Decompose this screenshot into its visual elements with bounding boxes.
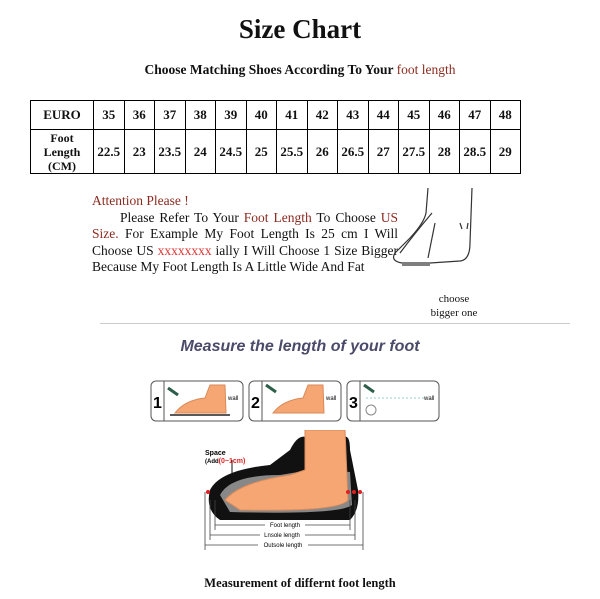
note-highlight: US Size. — [92, 209, 398, 242]
measure-step-1: 1 wall — [150, 380, 244, 422]
note-line: bigger one — [430, 307, 478, 319]
foot-length-cell: 27 — [367, 129, 399, 174]
euro-size-cell: 44 — [367, 100, 399, 130]
add-value: (0~1cm) — [219, 458, 246, 465]
foot-length-cell: 24 — [184, 129, 216, 174]
euro-size-cell: 37 — [154, 100, 186, 130]
foot-length-cell: 25 — [245, 129, 277, 174]
foot-length-cell: 27.5 — [398, 129, 430, 174]
subtitle-highlight: foot length — [396, 62, 456, 77]
euro-size-cell: 39 — [215, 100, 247, 130]
page-title: Size Chart — [238, 14, 362, 44]
measure-step-2: 2 wall — [248, 380, 342, 422]
foot-length-row: Foot Length (CM) 22.5 23 23.5 24 24.5 25 25.5 26 26… — [30, 129, 521, 174]
foot-length-cell: 28 — [428, 129, 460, 174]
note-highlight: Foot Length — [243, 209, 312, 225]
note-redacted: xxxxxxxx — [157, 242, 212, 258]
foot-length-cell: 26.5 — [337, 129, 369, 174]
note-text: ially I Will Choose 1 Size Bigger Becaus… — [92, 242, 398, 275]
foot-length-label: Foot length — [270, 523, 300, 529]
space-label: Space — [205, 450, 226, 457]
header-line: (CM) — [48, 158, 76, 173]
foot-sketch-icon — [392, 187, 473, 266]
caption: Measurement of differnt foot length — [204, 576, 396, 590]
note-line: choose — [438, 293, 470, 305]
svg-text:(Add(0~1cm): (Add(0~1cm) — [205, 458, 245, 465]
foot-length-cell: 28.5 — [459, 129, 491, 174]
foot-length-cell: 23 — [123, 129, 155, 174]
subtitle: Choose Matching Shoes According To Your … — [0, 62, 600, 78]
note-text: To Choose — [311, 209, 381, 225]
euro-size-cell: 48 — [489, 100, 521, 130]
step-number: 3 — [349, 395, 358, 412]
step-number: 1 — [153, 395, 162, 412]
header-line: Foot — [50, 130, 74, 145]
measure-step-3: 3 wall — [346, 380, 440, 422]
foot-length-cell: 26 — [306, 129, 338, 174]
choose-bigger-note: choose bigger one — [424, 292, 484, 320]
step-number: 2 — [251, 395, 260, 412]
euro-header: EURO — [30, 100, 94, 130]
euro-size-cell: 41 — [276, 100, 308, 130]
euro-size-cell: 36 — [123, 100, 155, 130]
euro-size-cell: 40 — [245, 100, 277, 130]
measure-heading: Measure the length of your foot — [180, 338, 420, 355]
euro-size-cell: 43 — [337, 100, 369, 130]
euro-size-cell: 35 — [93, 100, 125, 130]
shoe-diagram: Foot length Lnsole length Outsole length… — [204, 430, 364, 550]
note-text: Please Refer To Your — [120, 209, 244, 225]
size-table: EURO 35 36 37 38 39 40 41 42 43 44 45 46 47 48 Foot Len… — [30, 100, 521, 174]
euro-size-cell: 47 — [459, 100, 491, 130]
wall-label: wall — [325, 396, 336, 402]
euro-size-cell: 42 — [306, 100, 338, 130]
subtitle-text: Choose Matching Shoes According To Your — [144, 62, 397, 77]
euro-size-cell: 45 — [398, 100, 430, 130]
insole-length-label: Lnsole length — [264, 533, 300, 539]
outsole-length-label: Outsole length — [264, 543, 303, 549]
attention-heading: Attention Please ! — [92, 193, 189, 208]
euro-row: EURO 35 36 37 38 39 40 41 42 43 44 45 46 47 48 — [30, 100, 521, 130]
wall-label: wall — [227, 396, 238, 402]
euro-size-cell: 38 — [184, 100, 216, 130]
foot-length-cell: 22.5 — [93, 129, 125, 174]
header-line: Length — [43, 144, 81, 159]
add-label: (Add — [205, 459, 219, 465]
wall-label: wall — [423, 396, 434, 402]
euro-size-cell: 46 — [428, 100, 460, 130]
foot-length-header: Foot Length (CM) — [30, 129, 94, 174]
divider — [100, 323, 570, 324]
foot-length-cell: 25.5 — [276, 129, 308, 174]
foot-length-cell: 24.5 — [215, 129, 247, 174]
foot-length-cell: 23.5 — [154, 129, 186, 174]
note-text: For Example My Foot Length Is 25 cm I Wi… — [92, 226, 398, 258]
attention-note: Attention Please ! Please Refer To Your … — [92, 193, 398, 276]
foot-length-cell: 29 — [489, 129, 521, 174]
